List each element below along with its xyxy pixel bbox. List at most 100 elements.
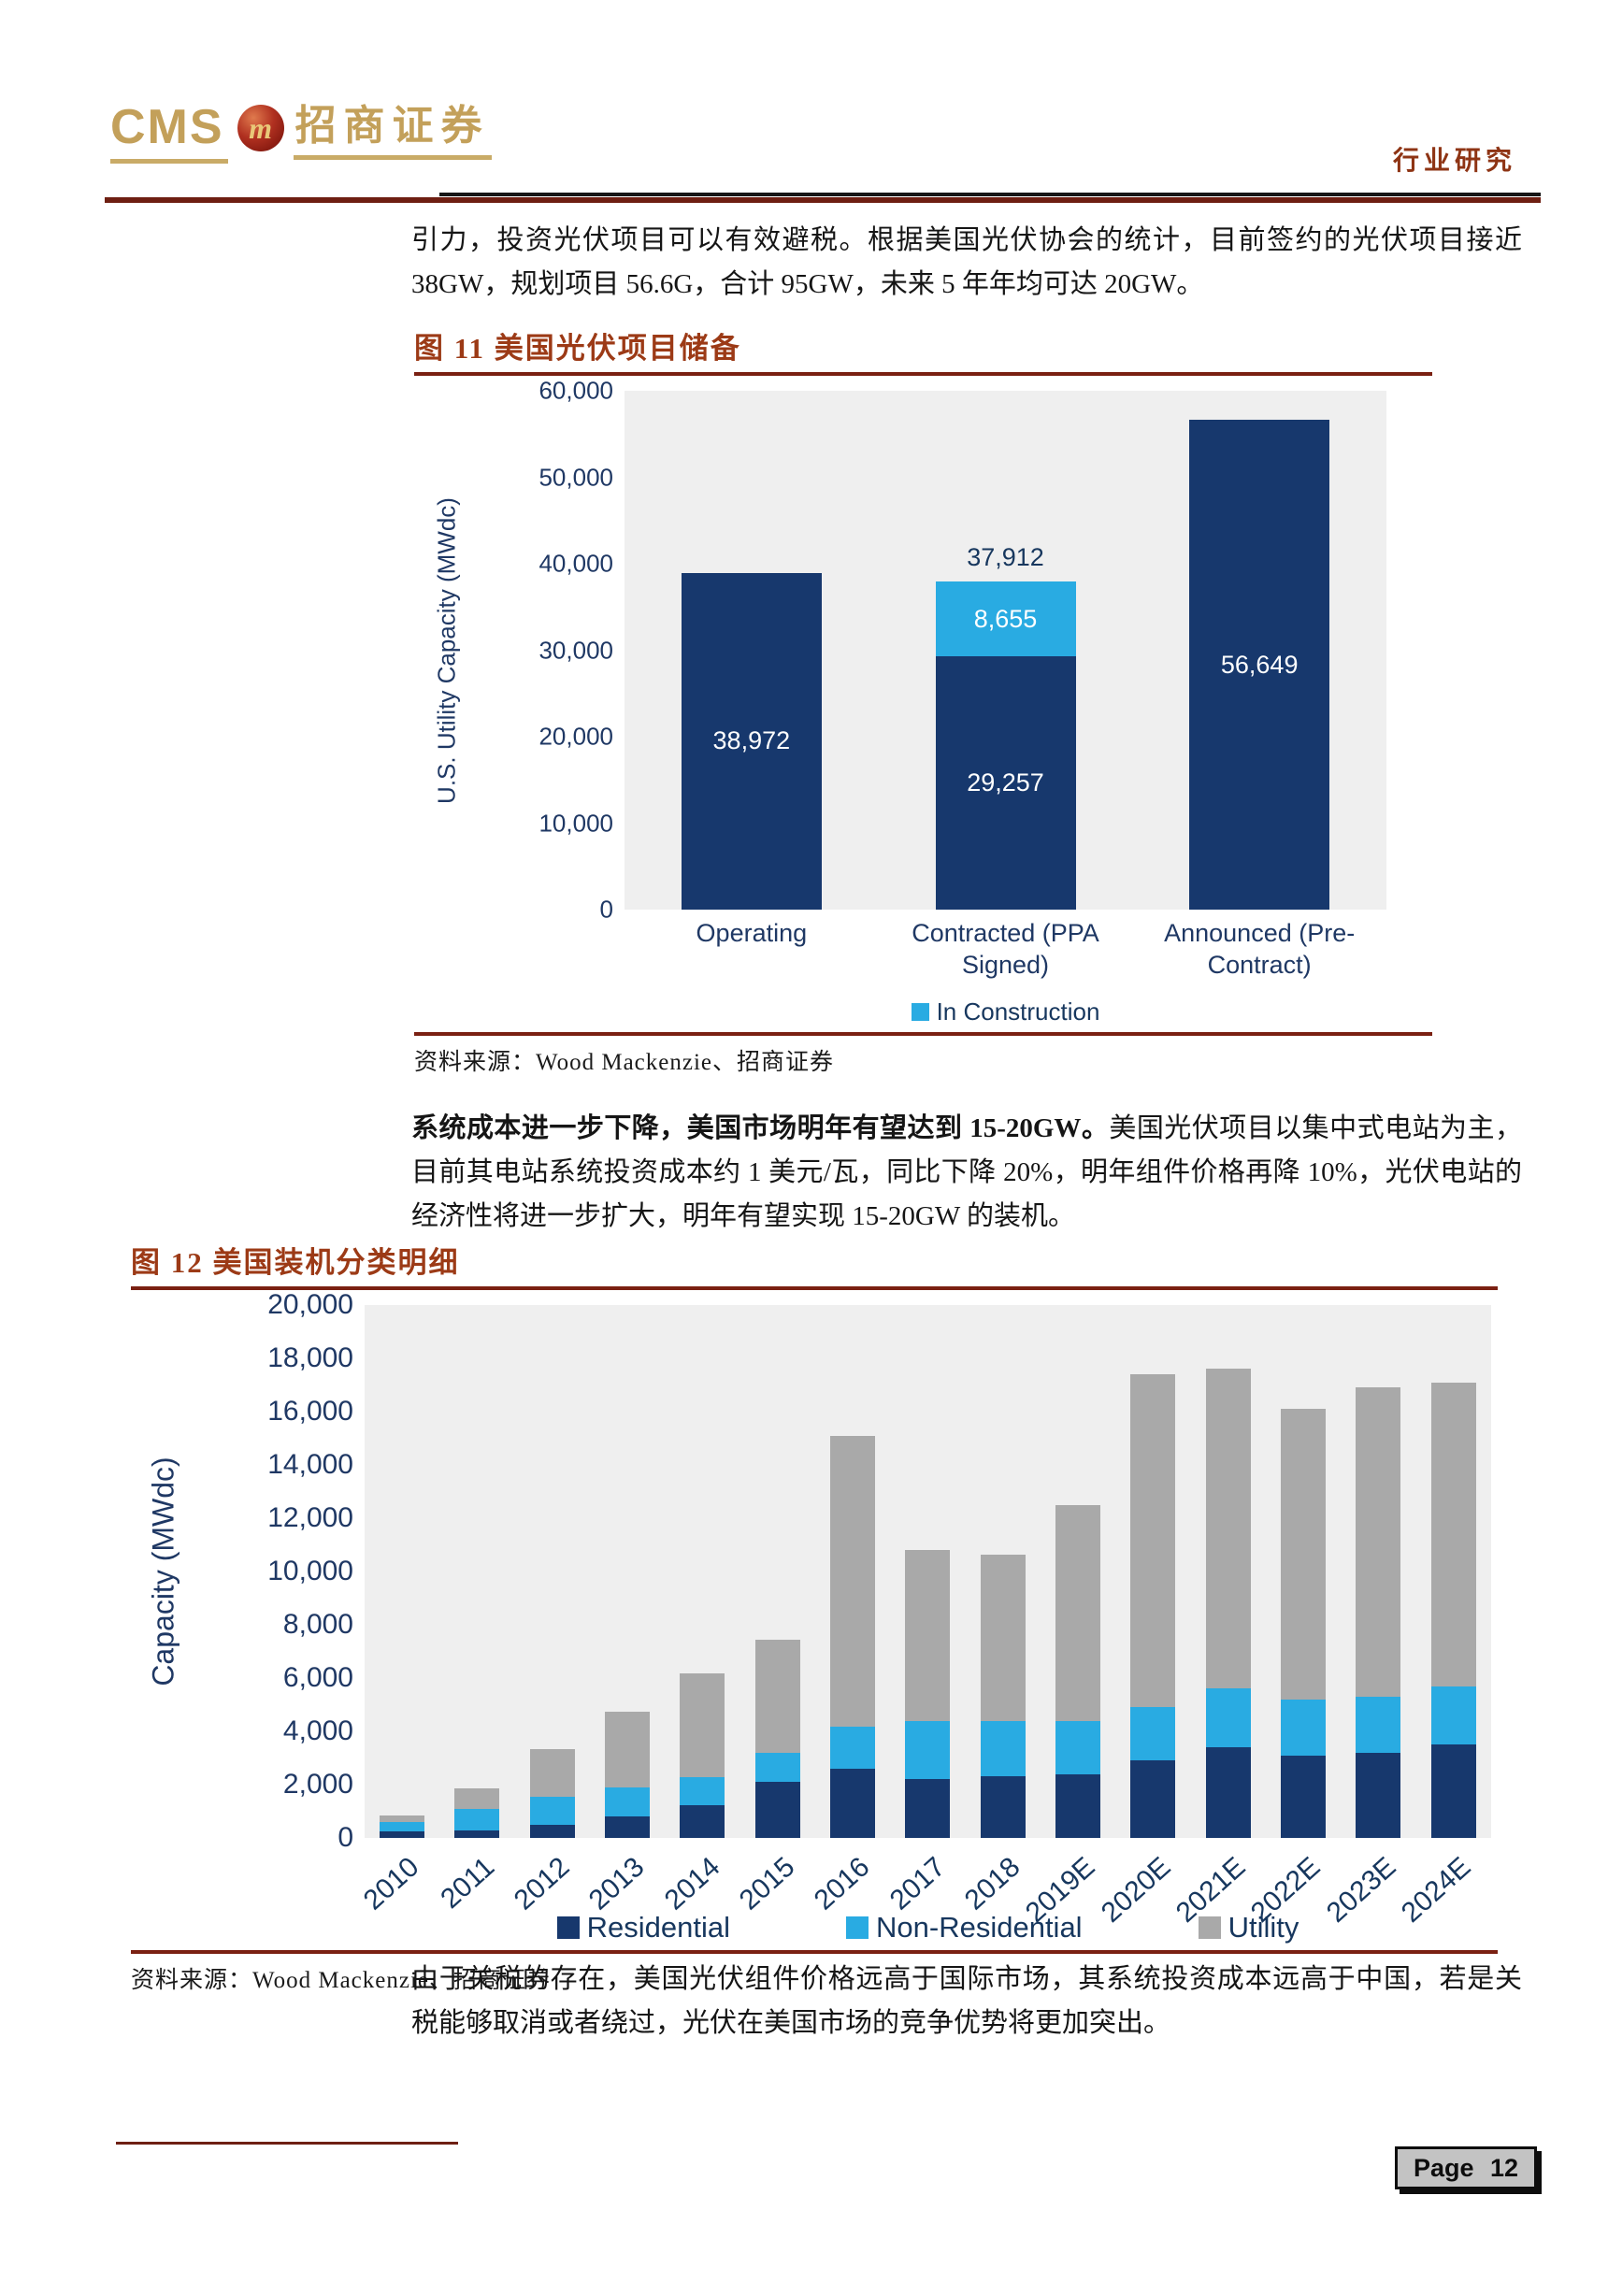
bar-segment	[529, 1748, 575, 1798]
x-tick: 2012	[509, 1838, 590, 1916]
x-tick-label: 2016	[809, 1851, 876, 1916]
figure-12-chart: Capacity (MWdc) 20,000 18,000 16,000 14,000…	[131, 1289, 1498, 1944]
body-paragraph-3: 由于关税的存在，美国光伏组件价格远高于国际市场，其系统投资成本远高于中国，若是关…	[411, 1964, 1522, 2038]
y-axis-ticks: 60,000 50,000 40,000 30,000 20,000 10,000 0	[480, 377, 625, 924]
legend-item: Non-Residential	[846, 1911, 1083, 1944]
x-tick-label: Contracted (PPA Signed)	[912, 919, 1099, 979]
bar-column	[740, 1305, 815, 1838]
x-tick: 2011	[435, 1838, 514, 1915]
y-tick-label: 4,000	[282, 1715, 353, 1746]
body-paragraph-2: 系统成本进一步下降，美国市场明年有望达到 15-20GW。美国光伏项目以集中式电…	[411, 1107, 1522, 1239]
bar-segment	[1130, 1374, 1176, 1708]
legend-item: Utility	[1198, 1911, 1299, 1944]
y-axis-ticks: 20,000 18,000 16,000 14,000 12,000 10,000 8,00…	[196, 1289, 365, 1853]
bar-segment	[1055, 1773, 1101, 1838]
bar-segment	[754, 1752, 800, 1783]
x-tick: Contracted (PPA Signed)	[879, 910, 1133, 996]
legend-marker-icon	[911, 1003, 929, 1021]
y-tick-label: 10,000	[538, 809, 613, 837]
bar-segment	[1281, 1409, 1327, 1700]
legend-item: Residential	[556, 1911, 731, 1944]
bar-value-label: 56,649	[1220, 650, 1299, 679]
x-tick: 2016	[809, 1838, 890, 1916]
stacked-bar: 38,972	[681, 572, 822, 910]
x-tick-label: Operating	[696, 919, 808, 947]
stacked-bar	[605, 1711, 651, 1838]
bar-segment	[1130, 1760, 1176, 1838]
figure-12: 图 12 美国装机分类明细 Capacity (MWdc) 20,000 18,0…	[131, 1245, 1498, 1995]
bar-column	[815, 1305, 890, 1838]
y-tick-label: 20,000	[267, 1289, 353, 1320]
bar-column	[1341, 1305, 1415, 1838]
bar-total-label: 37,912	[967, 543, 1044, 572]
cms-logo-chinese: 招商证券	[293, 103, 492, 160]
stacked-bar	[380, 1815, 425, 1838]
x-tick-label: 2012	[508, 1851, 576, 1916]
stacked-bar	[1205, 1369, 1251, 1838]
bar-segment	[605, 1787, 651, 1817]
x-tick-label: 2018	[958, 1851, 1027, 1916]
bar-column: 56,649	[1132, 391, 1386, 910]
bar-segment: 8,655	[935, 581, 1076, 657]
footnote-divider	[116, 2142, 458, 2145]
legend-marker-icon	[1198, 1916, 1221, 1939]
y-tick-label: 0	[599, 895, 613, 924]
report-category-label: 行业研究	[1392, 147, 1516, 176]
x-tick: Operating	[625, 910, 879, 996]
x-axis-labels: 2010 2011 2012 2013 2014 2015 2016 2017 2018 2019…	[358, 1838, 1491, 1929]
bar-segment	[1055, 1504, 1101, 1721]
cms-medallion-letter: m	[249, 110, 272, 145]
bar-segment	[380, 1822, 425, 1831]
stacked-bar	[1055, 1504, 1101, 1838]
paragraph-2-rest: 美国光伏项目以集中式电站为主，目前其电站系统投资成本约 1 美元/瓦，同比下降 …	[411, 1113, 1522, 1231]
x-tick-label: 2013	[583, 1851, 651, 1916]
bar-segment	[680, 1672, 725, 1778]
y-tick-label: 18,000	[267, 1342, 353, 1373]
bar-column	[1416, 1305, 1491, 1838]
bar-segment	[1430, 1744, 1476, 1838]
bar-column	[1041, 1305, 1115, 1838]
bar-segment	[980, 1775, 1026, 1838]
body-paragraph-1: 引力，投资光伏项目可以有效避税。根据美国光伏协会的统计，目前签约的光伏项目接近 …	[411, 225, 1522, 299]
us-install-breakdown-chart: Capacity (MWdc) 20,000 18,000 16,000 14,000…	[131, 1289, 1498, 1944]
bar-column	[890, 1305, 965, 1838]
legend-marker-icon	[846, 1916, 869, 1939]
y-tick-label: 20,000	[538, 722, 613, 751]
stacked-bar	[980, 1555, 1026, 1838]
y-tick-label: 2,000	[282, 1769, 353, 1800]
figure-12-title-rule	[131, 1286, 1498, 1290]
y-tick-label: 16,000	[267, 1396, 353, 1427]
bar-segment	[905, 1778, 951, 1838]
x-tick-label: 2010	[358, 1851, 425, 1916]
y-axis-title: U.S. Utility Capacity (MWdc)	[432, 496, 461, 804]
bar-segment	[1281, 1755, 1327, 1838]
y-tick-label: 50,000	[538, 463, 613, 491]
bar-column	[439, 1305, 514, 1838]
bar-segment	[980, 1555, 1026, 1721]
stacked-bar	[680, 1672, 725, 1838]
stacked-bar	[754, 1640, 800, 1838]
bar-segment	[680, 1777, 725, 1805]
bar-column: 29,257 8,655 37,912	[879, 391, 1133, 910]
bar-column	[966, 1305, 1041, 1838]
header-divider-black	[439, 193, 1541, 196]
figure-12-bottom-rule	[131, 1950, 1498, 1954]
bar-segment	[454, 1788, 500, 1809]
bar-segment	[1430, 1686, 1476, 1745]
x-tick-label: Announced (Pre- Contract)	[1164, 919, 1356, 979]
figure-11-chart: U.S. Utility Capacity (MWdc) 60,000 50,00…	[414, 377, 1432, 1026]
stacked-bar	[905, 1549, 951, 1838]
bar-segment	[680, 1804, 725, 1838]
bar-segment	[1430, 1382, 1476, 1686]
paragraph-2-bold-lead: 系统成本进一步下降，美国市场明年有望达到 15-20GW。	[411, 1113, 1110, 1143]
bar-segment	[1356, 1696, 1401, 1753]
bar-segment	[830, 1727, 876, 1770]
y-tick-label: 60,000	[538, 376, 613, 405]
bar-segment	[1356, 1387, 1401, 1697]
cms-medallion-icon: m	[237, 105, 284, 151]
figure-11-bottom-rule	[414, 1032, 1432, 1036]
bar-segment	[1356, 1752, 1401, 1838]
figure-11-title-rule	[414, 372, 1432, 376]
bar-value-label: 29,257	[967, 768, 1044, 797]
legend-label: Residential	[586, 1911, 731, 1944]
